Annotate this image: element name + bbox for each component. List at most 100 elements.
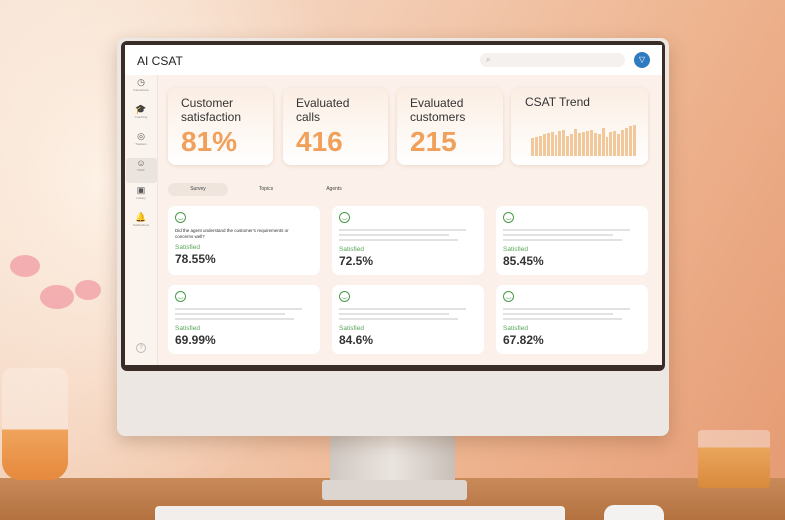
trend-bars xyxy=(531,116,636,156)
bell-icon: 🔔 xyxy=(135,212,147,222)
percent-value: 69.99% xyxy=(175,333,216,347)
survey-card[interactable]: ‿ Satisfied 72.5% xyxy=(332,206,484,275)
sidebar-item-label: Interactions xyxy=(133,88,149,92)
trend-bar xyxy=(605,136,609,156)
percent-value: 78.55% xyxy=(175,252,216,266)
sidebar-item-notifications[interactable]: 🔔 Notifications xyxy=(126,212,157,237)
kpi-customer-satisfaction: Customer satisfaction 81% xyxy=(168,88,273,165)
help-icon[interactable]: ? xyxy=(136,343,146,353)
percent-value: 72.5% xyxy=(339,254,374,268)
tab-agents[interactable]: Agents xyxy=(326,186,342,192)
trend-bar xyxy=(562,130,566,156)
survey-card[interactable]: ‿ Did the agent understand the customer's… xyxy=(168,206,320,275)
smile-icon: ‿ xyxy=(175,212,186,223)
trend-bar xyxy=(593,132,597,156)
kpi-label: Customer satisfaction xyxy=(181,96,242,124)
status-label: Satisfied xyxy=(339,246,364,253)
kpi-evaluated-customers: Evaluated customers 215 xyxy=(397,88,503,165)
trend-bar xyxy=(566,136,570,156)
survey-card[interactable]: ‿ Satisfied 84.6% xyxy=(332,285,484,354)
sidebar-item-label: CSAT xyxy=(137,168,145,172)
trend-bar xyxy=(609,132,613,156)
sidebar-item-trackers[interactable]: ◎ Trackers xyxy=(126,131,157,156)
kpi-value: 416 xyxy=(296,126,343,157)
sidebar-item-csat[interactable]: ☺ CSAT xyxy=(125,158,157,183)
placeholder-lines xyxy=(503,308,641,322)
smile-icon: ‿ xyxy=(503,212,514,223)
trend-bar xyxy=(585,131,589,156)
placeholder-lines xyxy=(339,308,477,322)
survey-card[interactable]: ‿ Satisfied 69.99% xyxy=(168,285,320,354)
trend-bar xyxy=(534,136,538,156)
percent-value: 67.82% xyxy=(503,333,544,347)
trend-bar xyxy=(581,132,585,156)
trend-bar xyxy=(542,134,546,156)
sidebar-item-label: Notifications xyxy=(132,223,150,227)
target-icon: ◎ xyxy=(137,131,145,141)
survey-card[interactable]: ‿ Satisfied 85.45% xyxy=(496,206,648,275)
trend-bar xyxy=(629,126,632,156)
flower xyxy=(10,255,40,277)
smile-icon: ‿ xyxy=(503,291,514,302)
keyboard xyxy=(155,506,565,520)
status-label: Satisfied xyxy=(503,246,528,253)
tabs: Survey Topics Agents xyxy=(168,183,364,196)
clock-icon: ◷ xyxy=(137,77,145,87)
smile-icon: ‿ xyxy=(175,291,186,302)
kpi-value: 215 xyxy=(410,126,457,157)
flower xyxy=(40,285,74,309)
trend-bar xyxy=(632,124,636,156)
smile-icon: ☺ xyxy=(136,158,146,168)
placeholder-lines xyxy=(175,308,313,322)
status-label: Satisfied xyxy=(503,325,528,332)
monitor-stand xyxy=(330,436,455,484)
kpi-value: 81% xyxy=(181,126,238,157)
smile-icon: ‿ xyxy=(339,291,350,302)
trend-bar xyxy=(589,130,593,156)
glass xyxy=(698,430,770,488)
tab-topics[interactable]: Topics xyxy=(258,186,274,192)
library-icon: ▣ xyxy=(136,185,146,195)
trend-bar xyxy=(531,138,534,156)
status-label: Satisfied xyxy=(175,244,200,251)
sidebar-item-library[interactable]: ▣ Library xyxy=(126,185,157,210)
sidebar-item-coaching[interactable]: 🎓 Coaching xyxy=(126,104,157,129)
smile-icon: ‿ xyxy=(339,212,350,223)
sidebar-item-interactions[interactable]: ◷ Interactions xyxy=(126,77,157,102)
status-label: Satisfied xyxy=(339,325,364,332)
survey-card[interactable]: ‿ Satisfied 67.82% xyxy=(496,285,648,354)
percent-value: 85.45% xyxy=(503,254,544,268)
tab-survey[interactable]: Survey xyxy=(168,183,228,196)
trend-bar xyxy=(570,134,574,156)
sidebar: ◷ Interactions 🎓 Coaching ◎ Trackers ☺ CSAT ▣ Lib… xyxy=(125,75,158,365)
trend-bar xyxy=(558,131,562,156)
trend-label: CSAT Trend xyxy=(525,95,590,109)
trend-bar xyxy=(578,133,581,156)
trend-bar xyxy=(550,132,554,156)
monitor-base xyxy=(322,480,467,500)
search-icon: ⌕ xyxy=(486,55,491,64)
kpi-label: Evaluated customers xyxy=(410,96,466,124)
csat-trend-card: CSAT Trend xyxy=(511,88,648,165)
mouse xyxy=(604,505,664,520)
trend-bar xyxy=(625,128,629,156)
header: AI CSAT ⌕ ▽ xyxy=(125,45,662,75)
sidebar-item-label: Coaching xyxy=(134,115,148,119)
app-screen: AI CSAT ⌕ ▽ ◷ Interactions 🎓 Coaching ◎ Track… xyxy=(125,45,662,365)
kpi-evaluated-calls: Evaluated calls 416 xyxy=(283,88,388,165)
trend-bar xyxy=(597,134,601,156)
trend-bar xyxy=(613,131,617,156)
trend-bar xyxy=(538,136,542,156)
graduation-cap-icon: 🎓 xyxy=(135,104,147,114)
survey-question: Did the agent understand the customer's … xyxy=(175,228,289,239)
placeholder-lines xyxy=(339,229,477,243)
flower xyxy=(75,280,101,300)
trend-bar xyxy=(621,130,625,156)
trend-bar xyxy=(574,128,578,156)
percent-value: 84.6% xyxy=(339,333,374,347)
trend-bar xyxy=(546,132,550,156)
status-label: Satisfied xyxy=(175,325,200,332)
trend-bar xyxy=(554,135,558,156)
filter-icon[interactable]: ▽ xyxy=(634,52,650,68)
search-input[interactable]: ⌕ xyxy=(480,53,625,67)
